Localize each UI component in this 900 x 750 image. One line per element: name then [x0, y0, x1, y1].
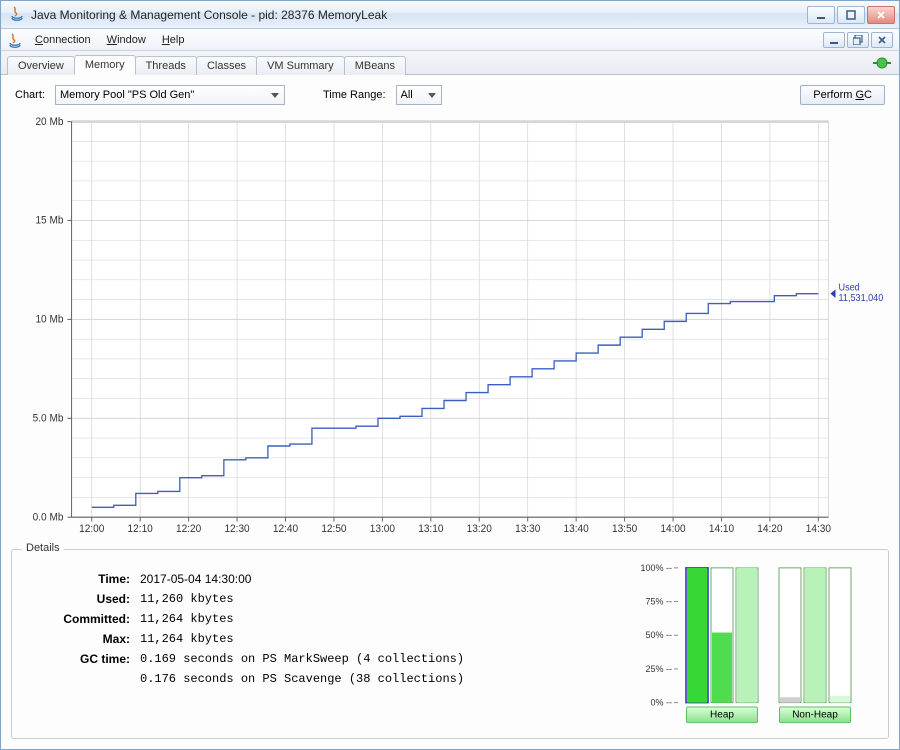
svg-text:13:00: 13:00: [370, 524, 395, 535]
svg-text:0.0 Mb: 0.0 Mb: [33, 512, 64, 523]
svg-text:12:20: 12:20: [176, 524, 201, 535]
svg-text:15 Mb: 15 Mb: [35, 215, 63, 226]
table-row: Committed:11,264 kbytes: [24, 610, 468, 628]
menu-accel: C: [35, 34, 43, 46]
perform-gc-button[interactable]: Perform GC: [800, 85, 885, 105]
memory-chart: 0.0 Mb 5.0 Mb 10 Mb 15 Mb 20 Mb 12:00 12:10 12:…: [11, 113, 889, 543]
titlebar: Java Monitoring & Management Console - p…: [1, 1, 899, 29]
timerange-select[interactable]: All: [396, 85, 442, 105]
svg-text:0% --: 0% --: [651, 698, 672, 708]
detail-key: Time:: [24, 570, 134, 588]
table-row: Used:11,260 kbytes: [24, 590, 468, 608]
chart-label: Chart:: [15, 89, 45, 101]
main-window: Java Monitoring & Management Console - p…: [0, 0, 900, 750]
svg-text:12:00: 12:00: [79, 524, 104, 535]
content-area: Chart: Memory Pool "PS Old Gen" Time Ran…: [1, 75, 899, 749]
menu-accel: H: [162, 34, 170, 46]
chart-toolbar: Chart: Memory Pool "PS Old Gen" Time Ran…: [11, 83, 889, 107]
svg-text:50% --: 50% --: [646, 630, 672, 640]
inner-minimize-button[interactable]: [823, 32, 845, 48]
detail-value: 0.169 seconds on PS MarkSweep (4 collect…: [136, 650, 468, 668]
detail-value: 0.176 seconds on PS Scavenge (38 collect…: [136, 670, 468, 688]
heap-button[interactable]: Heap: [686, 707, 758, 724]
java-icon: [7, 32, 25, 48]
svg-text:13:50: 13:50: [612, 524, 637, 535]
table-row: 0.176 seconds on PS Scavenge (38 collect…: [24, 670, 468, 688]
chart-select-wrap: Memory Pool "PS Old Gen": [55, 85, 285, 105]
svg-text:12:40: 12:40: [273, 524, 298, 535]
menubar: Connection Window Help: [1, 29, 899, 51]
svg-text:Used: Used: [839, 282, 860, 292]
minimize-button[interactable]: [807, 6, 835, 24]
svg-text:20 Mb: 20 Mb: [35, 117, 63, 128]
svg-text:14:30: 14:30: [806, 524, 831, 535]
svg-text:100% --: 100% --: [641, 563, 672, 573]
detail-key: [24, 670, 134, 688]
detail-value: 11,260 kbytes: [136, 590, 468, 608]
svg-text:11,531,040: 11,531,040: [839, 293, 884, 303]
tab-threads[interactable]: Threads: [135, 56, 197, 75]
window-title-wrap: Java Monitoring & Management Console - p…: [5, 5, 807, 24]
menu-connection[interactable]: Connection: [29, 32, 97, 48]
tab-vm-summary[interactable]: VM Summary: [256, 56, 345, 75]
maximize-button[interactable]: [837, 6, 865, 24]
detail-key: Committed:: [24, 610, 134, 628]
details-text: Time:2017-05-04 14:30:00 Used:11,260 kby…: [22, 558, 622, 728]
detail-key: GC time:: [24, 650, 134, 668]
menu-label: elp: [170, 34, 185, 46]
svg-text:5.0 Mb: 5.0 Mb: [33, 413, 64, 424]
inner-window-buttons: [823, 32, 893, 48]
java-icon: [9, 5, 25, 24]
svg-text:12:10: 12:10: [128, 524, 153, 535]
menu-label: onnection: [43, 34, 91, 46]
svg-text:13:30: 13:30: [515, 524, 540, 535]
svg-text:13:40: 13:40: [564, 524, 589, 535]
window-title: Java Monitoring & Management Console - p…: [31, 8, 387, 22]
chart-select[interactable]: Memory Pool "PS Old Gen": [55, 85, 285, 105]
menu-help[interactable]: Help: [156, 32, 191, 48]
timerange-label: Time Range:: [323, 89, 386, 101]
nonheap-button[interactable]: Non-Heap: [779, 707, 851, 724]
inner-close-button[interactable]: [871, 32, 893, 48]
inner-restore-button[interactable]: [847, 32, 869, 48]
detail-key: Used:: [24, 590, 134, 608]
close-button[interactable]: [867, 6, 895, 24]
svg-text:13:20: 13:20: [467, 524, 492, 535]
window-buttons: [807, 6, 895, 24]
tab-memory[interactable]: Memory: [74, 55, 136, 75]
tab-mbeans[interactable]: MBeans: [344, 56, 406, 75]
svg-text:13:10: 13:10: [418, 524, 443, 535]
details-group: Details Time:2017-05-04 14:30:00 Used:11…: [11, 549, 889, 739]
svg-text:75% --: 75% --: [646, 597, 672, 607]
timerange-select-wrap: All: [396, 85, 442, 105]
tabstrip: OverviewMemoryThreadsClassesVM SummaryMB…: [1, 51, 899, 75]
table-row: GC time:0.169 seconds on PS MarkSweep (4…: [24, 650, 468, 668]
svg-text:14:20: 14:20: [757, 524, 782, 535]
detail-key: Max:: [24, 630, 134, 648]
details-table: Time:2017-05-04 14:30:00 Used:11,260 kby…: [22, 568, 470, 690]
detail-value: 11,264 kbytes: [136, 630, 468, 648]
detail-value: 2017-05-04 14:30:00: [136, 570, 468, 588]
connection-status-icon: [873, 56, 891, 70]
svg-text:10 Mb: 10 Mb: [35, 314, 63, 325]
details-legend: Details: [22, 542, 64, 554]
svg-text:14:10: 14:10: [709, 524, 734, 535]
svg-text:14:00: 14:00: [660, 524, 685, 535]
tab-classes[interactable]: Classes: [196, 56, 257, 75]
heap-barchart: 0% -- 25% -- 50% -- 75% -- 100% -- Heap Non-He…: [638, 558, 878, 728]
table-row: Max:11,264 kbytes: [24, 630, 468, 648]
svg-text:25% --: 25% --: [646, 664, 672, 674]
svg-text:12:30: 12:30: [224, 524, 249, 535]
svg-text:12:50: 12:50: [321, 524, 346, 535]
menu-window[interactable]: Window: [101, 32, 152, 48]
detail-value: 11,264 kbytes: [136, 610, 468, 628]
table-row: Time:2017-05-04 14:30:00: [24, 570, 468, 588]
menu-label: indow: [117, 34, 146, 46]
menu-accel: W: [107, 34, 117, 46]
tab-overview[interactable]: Overview: [7, 56, 75, 75]
